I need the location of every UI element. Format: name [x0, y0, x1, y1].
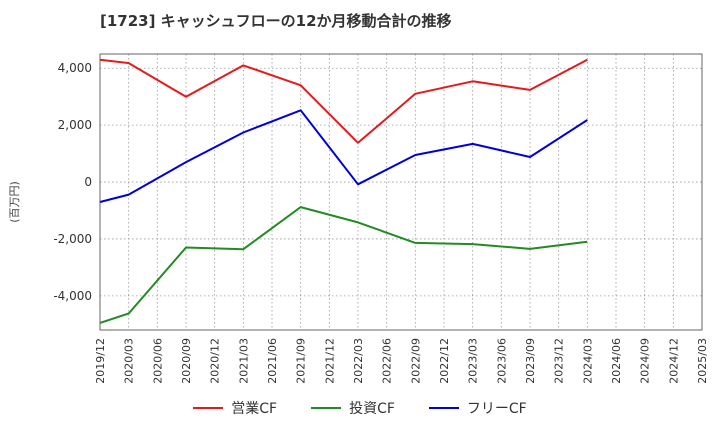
chart-title: [1723] キャッシュフローの12か月移動合計の推移: [100, 12, 452, 30]
legend-swatch-investing: [311, 407, 342, 409]
grid-lines: [99, 54, 703, 330]
x-tick-label: 2024/12: [667, 338, 680, 384]
x-tick-label: 2019/12: [94, 338, 107, 384]
legend-label-operating: 営業CF: [231, 401, 278, 417]
x-tick-label: 2020/09: [180, 338, 193, 384]
series-line-2: [99, 109, 588, 203]
y-tick-label: 4,000: [58, 61, 92, 75]
plot-frame: [99, 53, 703, 331]
x-tick-label: 2021/03: [237, 338, 250, 384]
x-tick-label: 2020/06: [151, 338, 164, 384]
x-tick-label: 2020/12: [209, 338, 222, 384]
series-lines: [99, 58, 588, 324]
x-tick-label: 2021/12: [323, 338, 336, 384]
legend-label-investing: 投資CF: [349, 401, 395, 417]
series-line-1: [99, 206, 588, 324]
x-tick-label: 2024/06: [610, 338, 623, 384]
y-axis-label: (百万円): [8, 181, 21, 223]
x-tick-label: 2023/09: [524, 338, 537, 384]
x-tick-label: 2023/06: [495, 338, 508, 384]
x-tick-label: 2023/12: [553, 338, 566, 384]
legend-swatch-operating: [193, 407, 224, 409]
x-tick-label: 2021/09: [295, 338, 308, 384]
legend-label-free: フリーCF: [466, 401, 527, 417]
x-tick-label: 2022/03: [352, 338, 365, 384]
legend-swatch-free: [428, 407, 459, 409]
x-tick-label: 2024/03: [581, 338, 594, 384]
y-tick-label: 0: [84, 175, 92, 189]
x-tick-label: 2020/03: [123, 338, 136, 384]
x-tick-label: 2022/12: [438, 338, 451, 384]
legend-item-investing: 投資CF: [311, 398, 395, 418]
legend-item-operating: 営業CF: [193, 398, 277, 418]
legend-item-free: フリーCF: [428, 398, 527, 418]
x-tick-label: 2021/06: [266, 338, 279, 384]
y-tick-label: 2,000: [58, 118, 92, 132]
x-tick-label: 2025/03: [696, 338, 709, 384]
y-tick-label: -2,000: [53, 232, 92, 246]
x-tick-label: 2024/09: [639, 338, 652, 384]
x-tick-label: 2022/06: [381, 338, 394, 384]
y-tick-label: -4,000: [53, 289, 92, 303]
x-tick-label: 2023/03: [467, 338, 480, 384]
x-axis-ticks: 2019/12 2020/03 2020/06 2020/09 2020/12 2021/…: [94, 338, 709, 384]
y-axis-ticks: -4,000 -2,000 0 2,000 4,000: [53, 61, 92, 303]
legend: 営業CF 投資CF フリーCF: [0, 398, 720, 418]
series-line-0: [99, 58, 588, 144]
x-tick-label: 2022/09: [409, 338, 422, 384]
